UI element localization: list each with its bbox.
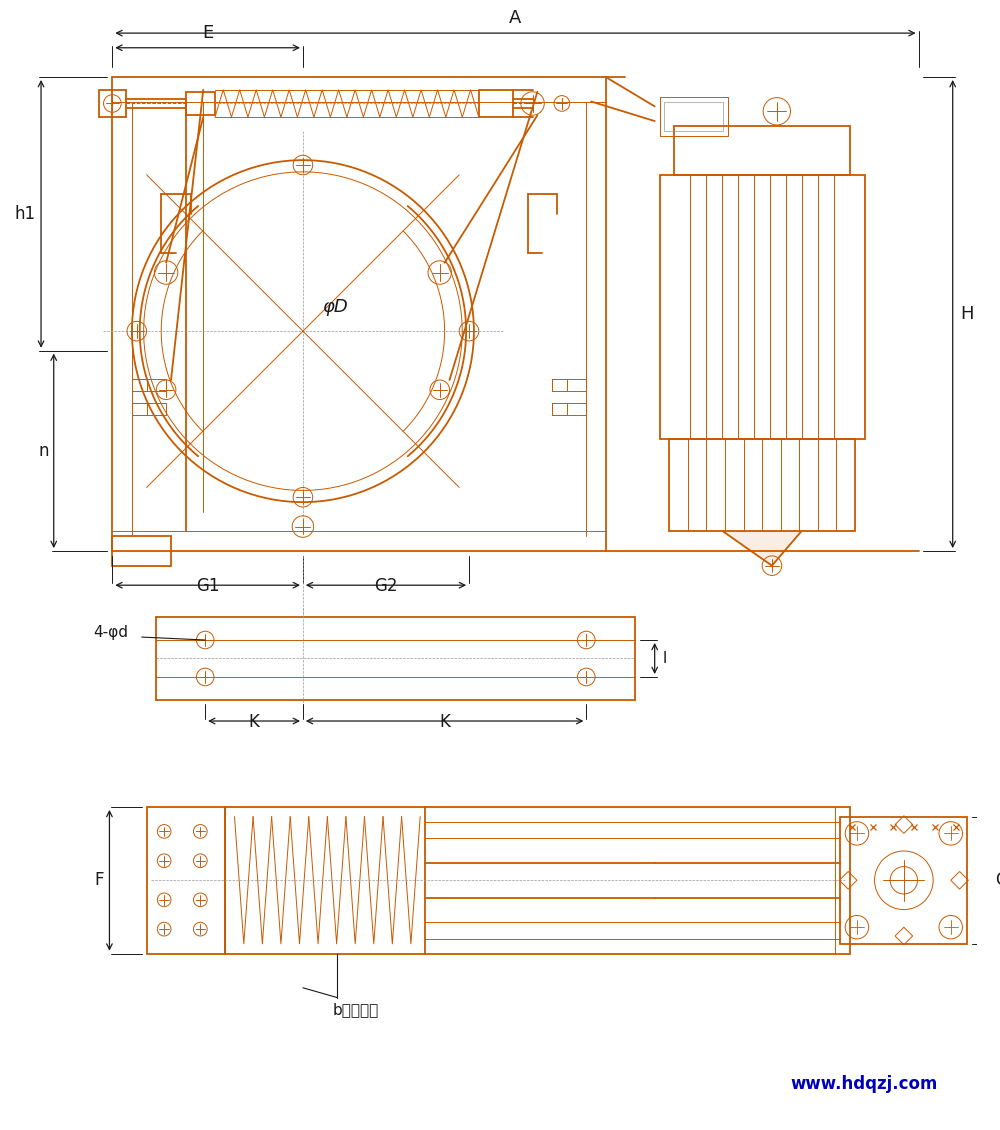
Text: A: A	[509, 9, 522, 27]
Text: φD: φD	[322, 298, 348, 316]
Bar	[132, 379, 166, 391]
Bar	[132, 403, 166, 415]
Bar	[479, 89, 513, 118]
Text: H: H	[961, 305, 974, 323]
Bar	[552, 403, 567, 415]
Bar	[552, 379, 567, 391]
Text: C: C	[995, 871, 1000, 889]
Text: www.hdqzj.com: www.hdqzj.com	[791, 1076, 938, 1094]
Bar	[664, 102, 723, 131]
Text: n: n	[38, 442, 49, 460]
Bar	[660, 97, 728, 136]
Bar	[660, 175, 865, 438]
Text: h1: h1	[14, 205, 35, 223]
Bar	[552, 403, 586, 415]
Bar	[147, 807, 225, 954]
Bar	[840, 817, 967, 944]
Bar	[99, 89, 126, 118]
Bar	[132, 403, 147, 415]
Bar	[186, 92, 215, 115]
Bar	[669, 438, 855, 531]
Text: K: K	[439, 713, 450, 731]
Bar	[132, 379, 147, 391]
Text: F: F	[94, 871, 104, 889]
Bar	[112, 537, 171, 566]
Text: 4-φd: 4-φd	[93, 625, 128, 640]
Text: K: K	[249, 713, 259, 731]
Text: G1: G1	[196, 577, 219, 596]
Polygon shape	[723, 531, 801, 566]
Bar	[552, 379, 586, 391]
Bar	[674, 125, 850, 175]
Text: E: E	[202, 24, 213, 42]
Text: G2: G2	[374, 577, 398, 596]
Text: l: l	[663, 651, 667, 666]
Bar	[225, 807, 850, 954]
Text: b（瓦宽）: b（瓦宽）	[332, 1002, 378, 1017]
